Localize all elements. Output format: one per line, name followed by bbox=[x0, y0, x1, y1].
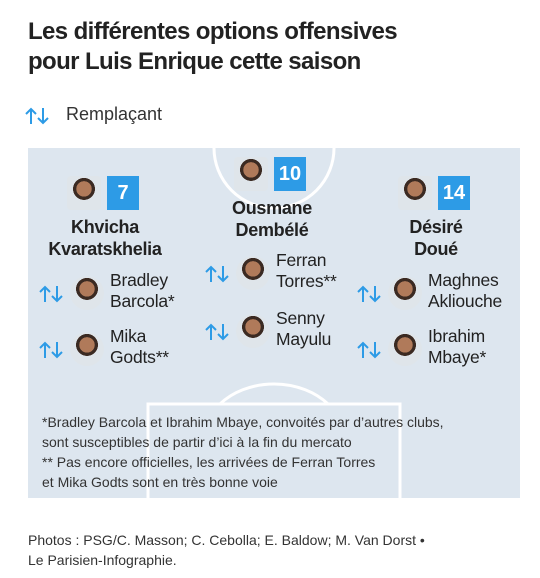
substitute-name: Maghnes bbox=[428, 270, 499, 290]
substitute-name: Senny bbox=[276, 308, 325, 328]
shirt-number: 7 bbox=[107, 176, 139, 210]
starter-photo bbox=[234, 157, 268, 191]
starter-name: Khvicha bbox=[71, 217, 139, 237]
starter-name: Ousmane bbox=[232, 198, 312, 218]
substitute-icon bbox=[357, 285, 381, 303]
footnote-line: ** Pas encore officielles, les arrivées … bbox=[42, 454, 376, 470]
starter-name: Doué bbox=[414, 239, 458, 259]
substitute-photo bbox=[236, 256, 270, 290]
footnote-line: et Mika Godts sont en très bonne voie bbox=[42, 474, 278, 490]
legend-icon bbox=[25, 107, 49, 125]
substitute-name: Mbaye* bbox=[428, 347, 487, 367]
substitute-icon bbox=[39, 285, 63, 303]
substitute-name: Bradley bbox=[110, 270, 168, 290]
substitute-icon bbox=[205, 323, 229, 341]
substitute-photo bbox=[70, 276, 104, 310]
substitute-name: Torres** bbox=[276, 271, 337, 291]
substitute-photo bbox=[236, 314, 270, 348]
starter-name: Désiré bbox=[409, 217, 463, 237]
title-line: pour Luis Enrique cette saison bbox=[28, 48, 361, 75]
substitute-name: Akliouche bbox=[428, 291, 503, 311]
substitute-icon bbox=[39, 341, 63, 359]
substitute-photo bbox=[388, 276, 422, 310]
substitute-name: Godts** bbox=[110, 347, 169, 367]
substitute-photo bbox=[388, 332, 422, 366]
footnote-line: sont susceptibles de partir d’ici à la f… bbox=[42, 434, 352, 450]
credit-line: Le Parisien-Infographie. bbox=[28, 552, 177, 568]
title-line: Les différentes options offensives bbox=[28, 18, 398, 45]
shirt-number: 10 bbox=[274, 157, 306, 191]
substitute-name: Mayulu bbox=[276, 329, 332, 349]
substitute-icon bbox=[205, 265, 229, 283]
starter-name: Kvaratskhelia bbox=[48, 239, 162, 259]
starter-photo bbox=[67, 176, 101, 210]
footnote-line: *Bradley Barcola et Ibrahim Mbaye, convo… bbox=[42, 414, 444, 430]
substitute-name: Ibrahim bbox=[428, 326, 485, 346]
substitute-icon bbox=[357, 341, 381, 359]
substitute-name: Ferran bbox=[276, 250, 327, 270]
starter-name: Dembélé bbox=[235, 220, 309, 240]
credit-line: Photos : PSG/C. Masson; C. Cebolla; E. B… bbox=[28, 532, 425, 548]
starter-photo bbox=[398, 176, 432, 210]
substitute-name: Barcola* bbox=[110, 291, 175, 311]
substitute-photo bbox=[70, 332, 104, 366]
shirt-number: 14 bbox=[438, 176, 470, 210]
legend-label: Remplaçant bbox=[66, 104, 163, 124]
substitute-name: Mika bbox=[110, 326, 147, 346]
